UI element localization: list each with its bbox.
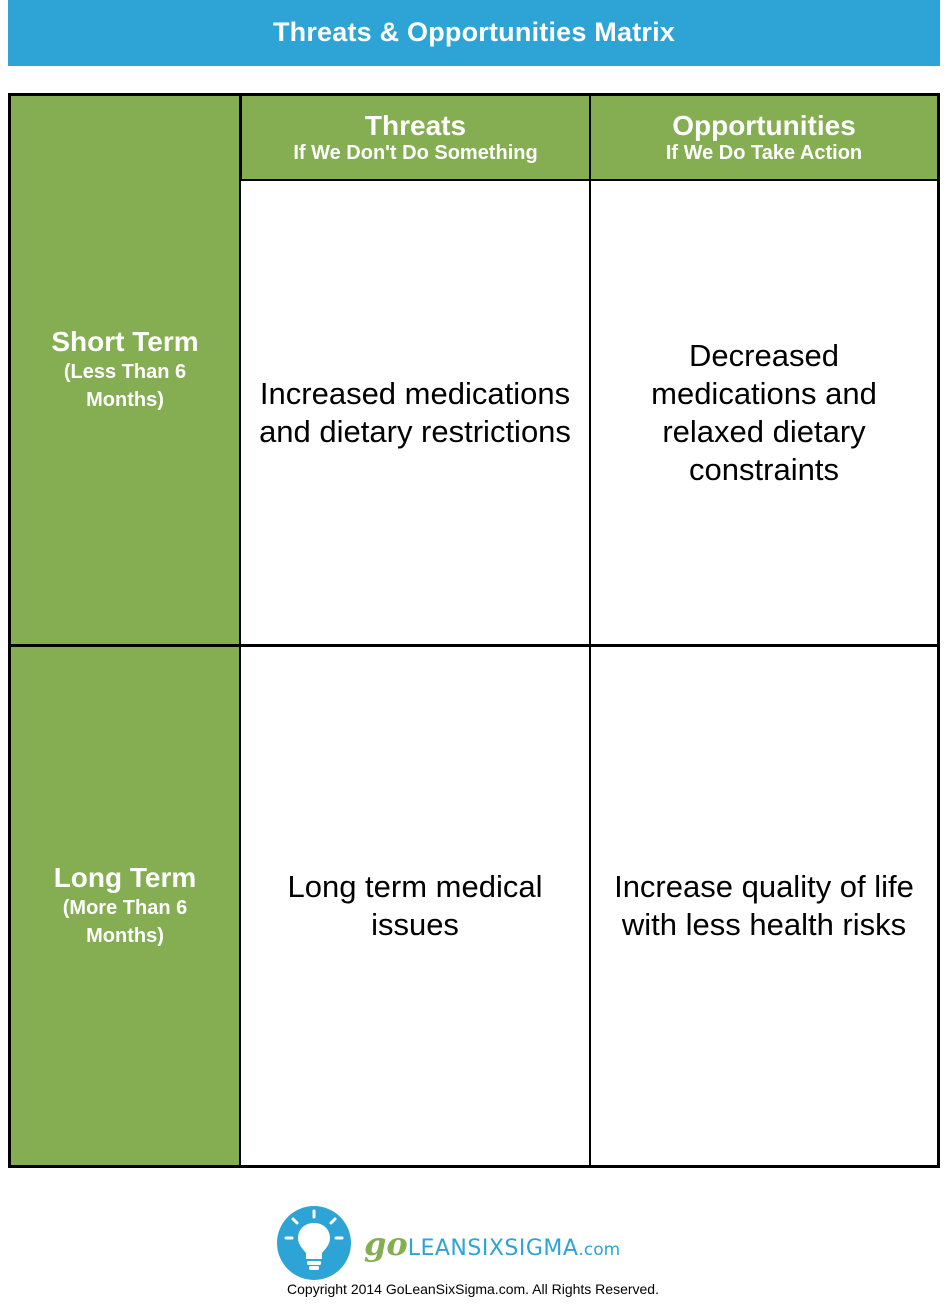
- footer: goLEANSIXSIGMA.com Copyright 2014 GoLean…: [0, 1195, 946, 1310]
- cell-text: Increased medications and dietary restri…: [259, 375, 571, 449]
- logo-go: go: [364, 1225, 408, 1263]
- logo-name: LEANSIXSIGMA: [407, 1236, 579, 1261]
- cell-text: Long term medical issues: [287, 869, 543, 942]
- logo-wordmark: goLEANSIXSIGMA.com: [364, 1225, 620, 1263]
- column-label: Threats: [364, 109, 467, 141]
- matrix: Short Term (Less Than 6 Months) Threats …: [8, 93, 940, 1168]
- company-logo: goLEANSIXSIGMA.com: [276, 1205, 676, 1280]
- logo-suffix: .com: [578, 1240, 621, 1260]
- row-sublabel: (More Than 6 Months): [62, 897, 188, 947]
- cell-short-term-threat: Increased medications and dietary restri…: [241, 181, 591, 647]
- column-header-threats: Threats If We Don't Do Something: [241, 96, 591, 181]
- row-label: Short Term: [51, 326, 199, 357]
- row-label: Long Term: [53, 862, 197, 893]
- cell-short-term-opportunity: Decreased medications and relaxed dietar…: [591, 181, 937, 647]
- row-header-short-term: Short Term (Less Than 6 Months): [11, 96, 241, 647]
- column-sublabel: If We Do Take Action: [665, 141, 863, 164]
- column-header-opportunities: Opportunities If We Do Take Action: [591, 96, 937, 181]
- title-bar: Threats & Opportunities Matrix: [8, 0, 940, 66]
- row-header-long-term: Long Term (More Than 6 Months): [11, 647, 241, 1165]
- cell-long-term-threat: Long term medical issues: [241, 647, 591, 1165]
- copyright-text: Copyright 2014 GoLeanSixSigma.com. All R…: [287, 1281, 659, 1297]
- cell-long-term-opportunity: Increase quality of life with less healt…: [591, 647, 937, 1165]
- column-label: Opportunities: [672, 109, 856, 141]
- page-title: Threats & Opportunities Matrix: [272, 16, 676, 47]
- lightbulb-icon: [277, 1206, 351, 1280]
- cell-text: Increase quality of life with less healt…: [614, 869, 914, 942]
- cell-text: Decreased medications and relaxed dietar…: [651, 337, 877, 487]
- row-sublabel: (Less Than 6 Months): [63, 361, 187, 411]
- column-sublabel: If We Don't Do Something: [293, 141, 538, 164]
